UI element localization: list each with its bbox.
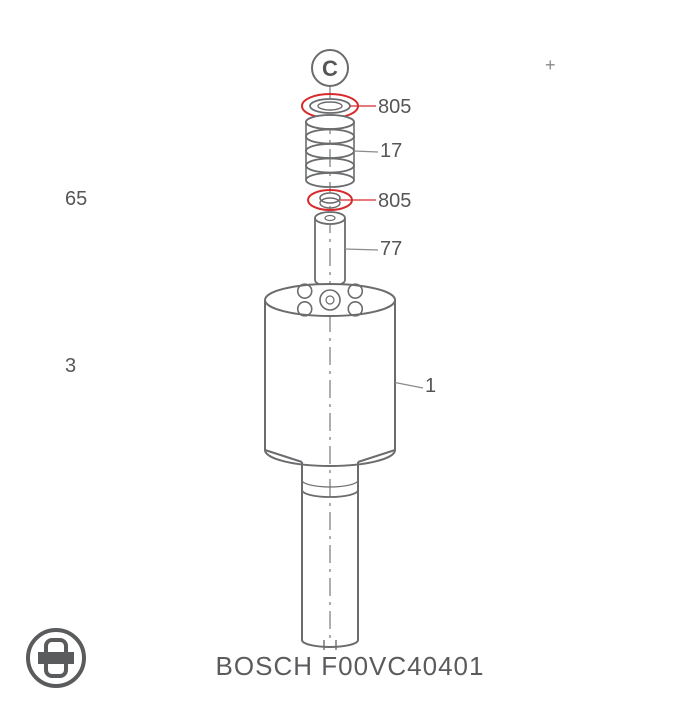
label-17: 17 <box>380 140 402 163</box>
brand-name: BOSCH <box>216 651 313 681</box>
label-805-top: 805 <box>378 96 411 119</box>
brand-partnumber: BOSCH F00VC40401 <box>0 651 700 682</box>
svg-text:C: C <box>322 56 338 81</box>
exploded-view-svg: C <box>0 0 700 700</box>
label-65: 65 <box>65 188 87 211</box>
plus-mark: + <box>545 55 556 76</box>
label-3: 3 <box>65 355 76 378</box>
label-77: 77 <box>380 238 402 261</box>
label-1: 1 <box>425 375 436 398</box>
label-805-bottom: 805 <box>378 190 411 213</box>
part-number-text: F00VC40401 <box>321 651 484 681</box>
bosch-logo <box>24 626 88 690</box>
diagram-canvas: C <box>0 0 700 700</box>
